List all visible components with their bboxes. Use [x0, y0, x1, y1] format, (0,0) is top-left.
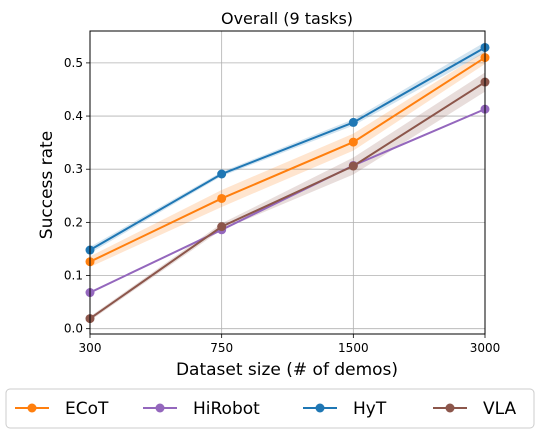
x-tick-label: 750 [210, 341, 233, 355]
vla-line [89, 81, 486, 320]
hyt-legend-label: HyT [353, 399, 387, 419]
hirobot-legend-label: HiRobot [193, 399, 260, 419]
vla-point [348, 161, 358, 171]
y-tick-label: 0.1 [64, 269, 83, 283]
y-tick-label: 0.4 [64, 109, 83, 123]
ecot-point [217, 193, 227, 203]
ecot-point [348, 137, 358, 147]
vla-legend-label: VLA [483, 399, 516, 419]
y-axis-label: Success rate [37, 131, 57, 239]
series-lines [85, 42, 490, 324]
y-tick-label: 0.5 [64, 56, 83, 70]
error-bands [90, 42, 485, 321]
x-axis-label: Dataset size (# of demos) [176, 360, 398, 380]
ecot-band [90, 51, 485, 268]
ecot-legend-marker [27, 403, 37, 413]
y-tick-label: 0.0 [64, 322, 83, 336]
x-tick-label: 3000 [470, 341, 501, 355]
grid [89, 31, 486, 334]
y-tick-label: 0.3 [64, 162, 83, 176]
vla-legend-marker [445, 403, 455, 413]
hirobot-line [89, 108, 486, 294]
legend: ECoT HiRobot HyT VLA [5, 388, 535, 429]
hyt-point [217, 169, 227, 179]
legend-frame [5, 388, 535, 429]
hyt-legend-marker [315, 403, 325, 413]
ecot-line [89, 56, 486, 263]
vla-point [217, 222, 227, 232]
y-tick-label: 0.2 [64, 215, 83, 229]
ecot-legend-label: ECoT [65, 399, 109, 419]
hyt-line [89, 46, 486, 251]
x-tick-label: 1500 [338, 341, 369, 355]
plot-frame [89, 30, 486, 335]
axis-ticks: 0.0 0.1 0.2 0.3 0.4 0.5 300 750 1500 3000 [64, 56, 500, 355]
hyt-point [348, 117, 358, 127]
hirobot-legend-marker [155, 403, 165, 413]
chart-title: Overall (9 tasks) [221, 9, 353, 28]
x-tick-label: 300 [79, 341, 102, 355]
